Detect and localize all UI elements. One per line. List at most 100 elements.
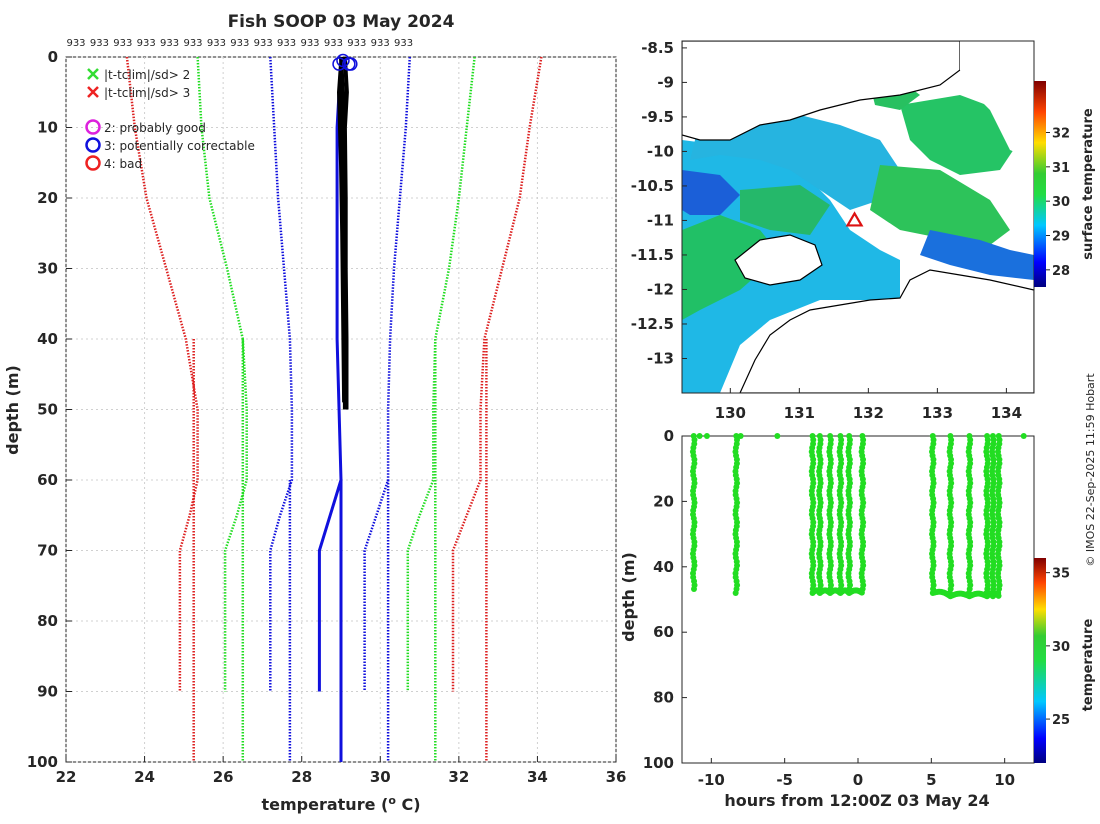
- cast-id-label: 933: [254, 38, 273, 49]
- ts-y-tick-label: 0: [664, 427, 674, 445]
- cast-id-label: 933: [207, 38, 226, 49]
- sst-cool-patch-west: [682, 170, 740, 215]
- ts-cbar-tick-label: 25: [1052, 713, 1070, 728]
- ts-x-tick-label: -5: [776, 771, 793, 789]
- profile-series-line: [342, 56, 349, 410]
- ts-data-point: [774, 433, 781, 439]
- ts-points: [689, 433, 1027, 600]
- ts-data-point: [995, 592, 1002, 599]
- legend-label: 3: potentially correctable: [104, 139, 255, 153]
- y-tick-label: 40: [37, 330, 58, 348]
- map-x-tick-label: 133: [922, 404, 953, 422]
- sst-warm-patch-north: [900, 95, 1020, 175]
- map-cbar-tick-label: 28: [1052, 264, 1070, 279]
- ship-triangle: [845, 211, 864, 227]
- y-tick-label: 30: [37, 260, 58, 278]
- map-y-tick-label: -10: [647, 142, 674, 160]
- map-cbar-tick-label: 32: [1052, 127, 1070, 142]
- cast-id-label: 933: [371, 38, 390, 49]
- ts-data-point: [732, 589, 739, 596]
- ts-xlabel: hours from 12:00Z 03 May 24: [724, 791, 989, 810]
- map-x-tick-label: 130: [715, 404, 746, 422]
- cast-id-label: 933: [66, 38, 85, 49]
- map-x-tick-label: 131: [784, 404, 815, 422]
- ts-data-point: [696, 433, 703, 439]
- x-tick-label: 36: [606, 768, 627, 786]
- sst-field: [682, 41, 1034, 393]
- y-tick-label: 50: [37, 401, 58, 419]
- map-cbar-tick-label: 31: [1052, 161, 1070, 176]
- x-tick-label: 30: [370, 768, 391, 786]
- map-y-tick-label: -8.5: [641, 39, 674, 57]
- land-north-east: [960, 41, 1034, 160]
- flag-circle: [344, 57, 358, 71]
- cast-id-label: 933: [137, 38, 156, 49]
- legend-circle-marker: [85, 155, 101, 171]
- x-tick-label: 22: [56, 768, 77, 786]
- cast-id-label: 933: [113, 38, 132, 49]
- legend-label: 4: bad: [104, 157, 142, 171]
- profile-series-line: [336, 63, 347, 403]
- profile-series-line: [196, 56, 248, 692]
- ts-y-tick-label: 80: [653, 689, 674, 707]
- profile-series-line: [125, 56, 199, 692]
- ts-data-point: [703, 433, 710, 439]
- legend-circle-marker: [85, 137, 101, 153]
- map-y-tick-label: -11: [647, 211, 674, 229]
- ts-data-point: [737, 433, 744, 439]
- map-cbar-tick-label: 30: [1052, 195, 1070, 210]
- profile-series-line: [317, 56, 343, 692]
- land-island: [734, 234, 823, 286]
- copyright-note: © IMOS 22-Sep-2025 11:59 Hobart: [1084, 373, 1097, 567]
- profile-xlabel: temperature (o C): [261, 794, 420, 814]
- sst-warm-patch-east: [870, 165, 1010, 245]
- ts-cbar-tick-label: 35: [1052, 567, 1070, 582]
- map-ticks: 130 131 132 133 134 -8.5 -9 -9.5 -10 -10.5 -11 -11.…: [631, 39, 1022, 422]
- legend-x-marker: [87, 86, 99, 98]
- ts-y-tick-label: 40: [653, 558, 674, 576]
- cast-id-label: 933: [160, 38, 179, 49]
- ts-ylabel: depth (m): [619, 552, 638, 642]
- profile-panel: 22 24 26 28 30 32 34 36 0 10 20 30 40 50 60 70 80 90 100 9…: [3, 12, 626, 814]
- ts-y-tick-label: 60: [653, 623, 674, 641]
- map-x-tick-label: 134: [991, 404, 1022, 422]
- ts-x-tick-label: 5: [926, 771, 936, 789]
- ts-y-tick-label: 100: [643, 754, 674, 772]
- map-y-tick-label: -9.5: [641, 108, 674, 126]
- legend-label: |t-tclim|/sd> 2: [104, 68, 190, 82]
- profile-title: Fish SOOP 03 May 2024: [228, 12, 455, 32]
- x-tick-label: 24: [134, 768, 155, 786]
- y-tick-label: 10: [37, 119, 58, 137]
- y-tick-label: 20: [37, 189, 58, 207]
- profile-legend: |t-tclim|/sd> 2 |t-tclim|/sd> 3 2: probabl…: [85, 68, 255, 171]
- land-coast-south: [739, 269, 1034, 393]
- profile-series-line: [363, 56, 412, 692]
- y-tick-label: 100: [27, 753, 58, 771]
- sst-map-panel: 130 131 132 133 134 -8.5 -9 -9.5 -10 -10.5 -11 -11.…: [631, 39, 1096, 422]
- map-cbar-tick-label: 29: [1052, 230, 1070, 245]
- map-y-tick-label: -11.5: [631, 246, 674, 264]
- map-y-tick-label: -10.5: [631, 177, 674, 195]
- sst-water-south: [682, 215, 780, 320]
- y-tick-label: 80: [37, 612, 58, 630]
- x-tick-label: 26: [213, 768, 234, 786]
- ts-y-tick-label: 20: [653, 492, 674, 510]
- cast-id-label: 933: [300, 38, 319, 49]
- ts-x-tick-label: 0: [853, 771, 863, 789]
- x-tick-label: 28: [291, 768, 312, 786]
- ts-data-point: [690, 586, 697, 593]
- cast-id-label: 933: [90, 38, 109, 49]
- map-colorbar: [1034, 81, 1046, 287]
- y-tick-label: 0: [48, 48, 58, 66]
- map-colorbar-ticks: 28 29 30 31 32: [1046, 127, 1070, 279]
- profile-ticks: 22 24 26 28 30 32 34 36 0 10 20 30 40 50 60 70 80 90 100: [27, 48, 627, 786]
- profile-top-labels: 933 933 933 933 933 933 933 933 933 933 933 933 933 9…: [66, 38, 413, 49]
- legend-label: |t-tclim|/sd> 3: [104, 86, 190, 100]
- map-y-tick-label: -9: [657, 73, 674, 91]
- cast-id-label: 933: [347, 38, 366, 49]
- y-tick-label: 90: [37, 683, 58, 701]
- map-y-tick-label: -12: [647, 280, 674, 298]
- profile-lines: [125, 53, 543, 762]
- sst-cool-patch-east: [920, 230, 1034, 280]
